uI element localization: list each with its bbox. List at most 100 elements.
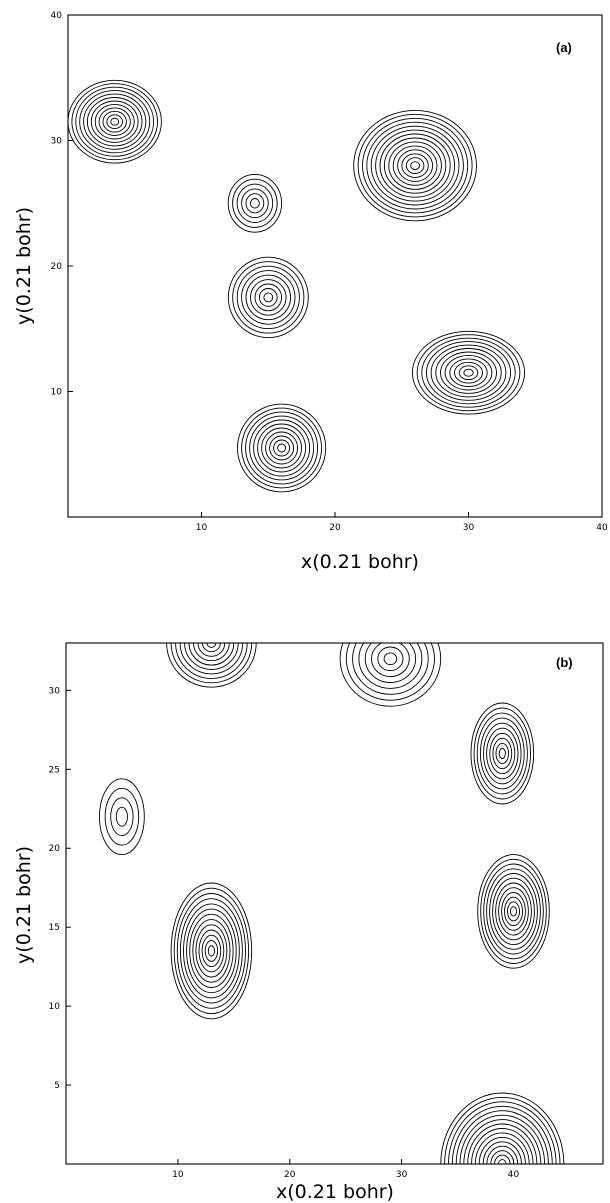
contour-line [463,368,474,377]
contour-line [486,1145,519,1164]
contour-line [75,86,155,157]
contour-peak-b-1 [170,882,253,1020]
panel-b-x-ticks: 10 20 30 40 [172,1159,519,1180]
contour-peak-a-2 [353,109,477,222]
contour-line [471,1128,534,1164]
contour-line [110,797,134,837]
y-tick-label: 15 [49,923,60,933]
contour-line [362,117,469,214]
panel-b-y-ticks: 5 10 15 20 25 30 [49,686,71,1091]
contour-line [227,256,309,339]
contour-line [86,97,143,147]
y-tick-label: 20 [49,844,61,854]
y-tick-label: 10 [49,1002,61,1012]
x-tick-label: 40 [596,523,608,533]
contour-line [454,361,483,384]
contour-line [463,1119,542,1164]
contour-line [492,737,513,770]
contour-line [375,129,456,202]
contour-line [358,643,423,689]
contour-peak-a-5 [411,330,526,415]
contour-line [183,903,240,999]
contour-line [377,646,404,672]
contour-line [405,157,425,174]
contour-line [170,882,253,1020]
contour-line [483,722,522,785]
contour-peak-b-5 [339,643,442,707]
contour-line [379,133,451,198]
contour-line [401,153,429,178]
contour-line [98,107,131,136]
contour-line [440,1092,565,1164]
contour-line [345,643,435,701]
contour-line [479,717,525,790]
contour-line [495,882,532,941]
contour-line [193,643,230,662]
contour-line [501,892,526,931]
contour-line [489,732,516,775]
contour-line [388,141,442,190]
contour-line [339,643,442,707]
panel-a-contours [68,79,526,493]
contour-line [245,274,292,321]
x-tick-label: 30 [396,1170,408,1180]
contour-line [470,702,535,805]
contour-line [467,1123,538,1164]
contour-line [451,1105,553,1164]
contour-line [241,407,323,489]
contour-line [494,1154,511,1164]
x-tick-label: 40 [508,1170,520,1180]
contour-line [90,100,139,143]
panel-a: 10 20 30 40 10 20 30 40 (a) x(0.21 bohr) y(0.2… [13,11,608,573]
contour-line [486,868,541,955]
contour-line [106,114,123,130]
contour-line [175,643,248,679]
panel-a-label: (a) [556,40,572,55]
contour-line [383,137,447,194]
contour-line [198,929,225,973]
contour-line [383,652,398,666]
contour-peak-a-3 [227,173,283,233]
contour-line [486,727,519,780]
contour-line [482,1141,522,1164]
contour-peak-b-7 [99,778,145,856]
contour-line [250,198,260,209]
contour-line [492,877,535,946]
contour-peak-a-6 [237,403,327,493]
contour-line [184,643,239,670]
contour-line [241,270,296,325]
x-tick-label: 20 [329,523,341,533]
contour-line [166,643,257,688]
panel-a-y-axis-label: y(0.21 bohr) [13,207,35,325]
contour-line [197,643,226,657]
panel-b-x-axis-label: x(0.21 bohr) [276,1181,394,1203]
contour-line [263,292,274,303]
contour-line [254,283,283,312]
contour-line [195,924,228,978]
contour-line [392,145,438,186]
panel-b-frame [65,642,604,1165]
contour-line [444,354,493,391]
panel-b-y-axis-label: y(0.21 bohr) [13,846,35,964]
contour-line [241,188,269,219]
contour-line [444,1096,561,1164]
contour-line [176,893,246,1009]
x-tick-label: 10 [196,523,208,533]
panel-a-x-ticks: 10 20 30 40 [196,512,608,533]
panel-a-y-ticks: 10 20 30 40 [51,11,73,398]
contour-line [236,183,274,223]
contour-line [227,173,283,233]
contour-line [173,887,250,1015]
contour-line [192,919,231,983]
contour-line [440,351,497,394]
contour-line [83,93,147,150]
contour-line [68,79,162,164]
contour-line [510,906,517,917]
contour-line [458,365,479,381]
contour-line [269,435,295,461]
contour-peak-b-2 [477,854,550,969]
panel-b-contours [99,643,565,1164]
contour-line [370,125,460,206]
contour-line [232,261,305,334]
